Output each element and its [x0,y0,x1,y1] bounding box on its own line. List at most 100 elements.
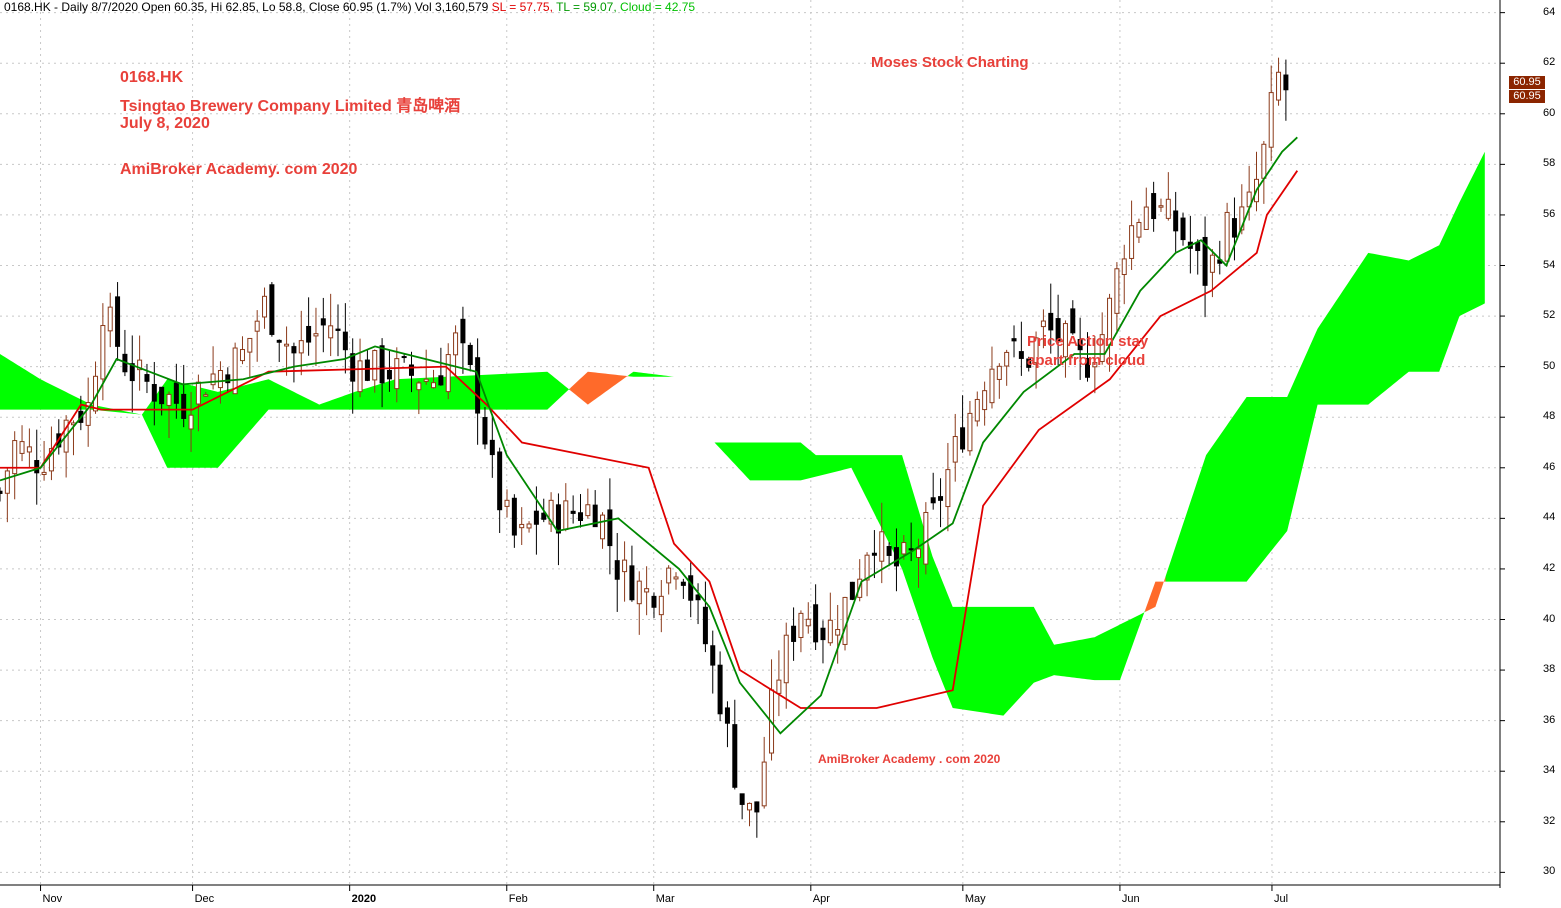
candle-up [1261,143,1267,179]
candle-down [1180,217,1186,241]
cloud-bear-region [1145,576,1166,612]
candle-down [592,504,598,528]
candle-down [960,427,966,450]
candle-up [284,343,290,347]
candle-up [923,511,929,565]
candle-down [930,497,936,504]
candle-up [217,369,223,389]
candle-down [460,318,466,344]
candle-up [864,554,870,581]
candle-down [482,417,488,445]
candle-down [607,509,613,547]
candle-up [48,448,54,472]
candle-down [306,325,312,343]
candle-up [636,580,642,605]
candle-down [1085,357,1090,378]
candle-up [622,559,628,573]
candle-up [915,548,921,558]
annotation-site: AmiBroker Academy. com 2020 [120,161,358,178]
candle-down [401,356,407,359]
y-tick-label: 42 [1543,561,1556,574]
candle-up [967,412,973,452]
candle-down [710,645,716,666]
candle-up [4,470,10,494]
candle-up [805,618,811,627]
y-tick-label: 56 [1543,207,1556,220]
candle-down [34,460,40,474]
candle-up [519,523,525,529]
candle-up [996,365,1002,380]
cloud-bull-region [628,371,1146,716]
header-text: 0168.HK - Daily 8/7/2020 Open 60.35, Hi … [4,0,489,14]
chart-header: 0168.HK - Daily 8/7/2020 Open 60.35, Hi … [4,0,695,14]
candle-down [511,497,517,536]
y-tick-label: 38 [1543,663,1556,676]
candle-down [614,560,620,580]
candle-down [570,510,576,514]
candle-up [982,390,988,411]
candle-up [1224,211,1230,262]
y-tick-label: 44 [1543,511,1556,524]
candle-down [1048,312,1054,331]
candle-down [1011,338,1017,342]
cloud-bull-region [1165,151,1485,582]
candle-up [974,398,980,422]
candle-up [1062,323,1068,358]
candle-down [1195,242,1201,252]
candle-down [438,375,444,386]
candle-up [945,469,951,508]
candle-up [239,349,245,362]
candle-down [320,318,326,326]
candle-down [151,384,157,402]
candle-up [842,596,848,645]
annotation-company: Tsingtao Brewery Company Limited 青岛啤酒 [120,98,461,115]
candle-down [181,393,187,419]
candle-up [776,679,782,694]
candle-up [761,761,767,807]
annotation-price-action: Price Action stay apart from cloud [1027,333,1149,369]
candle-up [879,531,885,562]
candle-down [225,374,231,384]
candle-down [364,359,370,381]
candle-up [1033,337,1039,364]
x-tick-label: Feb [508,893,528,905]
candle-down [651,595,657,608]
candle-up [262,295,268,318]
y-tick-label: 36 [1543,713,1556,726]
candle-up [357,360,363,393]
candle-down [408,364,414,376]
cloud-bull-region [0,354,571,468]
candle-down [1151,193,1157,220]
last-close-badge: 60.95 [1509,89,1545,103]
candle-up [85,402,91,426]
y-tick-label: 62 [1543,56,1556,69]
candle-down [497,451,503,511]
candle-down [680,581,686,586]
candle-down [695,594,701,601]
candle-down [541,512,547,520]
candle-up [41,471,47,475]
candle-up [254,320,260,332]
candle-up [585,504,591,517]
candle-up [526,523,532,529]
y-tick-label: 32 [1543,814,1556,827]
candle-up [313,333,319,337]
candle-down [1018,351,1024,359]
candle-down [379,345,385,384]
candle-down [0,490,3,494]
candle-up [453,332,459,356]
x-tick-label: 2020 [351,893,377,905]
candle-down [1070,308,1076,334]
candle-down [893,547,899,567]
candle-down [577,512,583,521]
candle-up [827,619,833,644]
candle-down [813,604,819,643]
candle-down [732,724,738,788]
candle-down [291,346,297,354]
candle-up [1136,222,1142,238]
annotation-date: July 8, 2020 [120,115,210,132]
candle-down [1283,74,1289,91]
candle-up [328,325,334,339]
candle-down [886,546,892,556]
